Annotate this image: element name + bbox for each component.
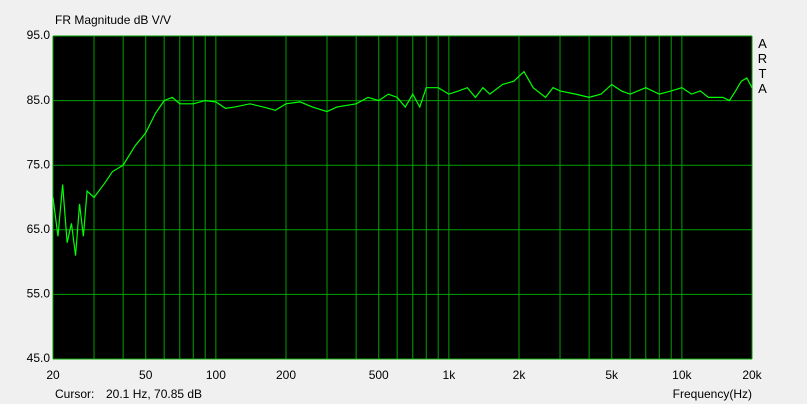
x-tick-label: 20 xyxy=(46,368,60,382)
x-axis-label: Frequency(Hz) xyxy=(673,387,752,401)
watermark: ARTA xyxy=(755,36,770,96)
cursor-value: 20.1 Hz, 70.85 dB xyxy=(106,387,202,401)
x-tick-label: 100 xyxy=(206,368,226,382)
y-tick-label: 95.0 xyxy=(27,28,51,42)
x-tick-label: 20k xyxy=(742,368,762,382)
x-tick-label: 10k xyxy=(672,368,692,382)
x-tick-label: 200 xyxy=(276,368,296,382)
y-tick-label: 55.0 xyxy=(27,287,51,301)
y-tick-label: 45.0 xyxy=(27,351,51,365)
y-tick-label: 75.0 xyxy=(27,157,51,171)
plot-area xyxy=(53,36,752,359)
fr-line xyxy=(52,70,753,256)
x-tick-label: 50 xyxy=(139,368,153,382)
y-tick-label: 65.0 xyxy=(27,222,51,236)
y-tick-label: 85.0 xyxy=(27,93,51,107)
x-tick-label: 1k xyxy=(443,368,457,382)
x-tick-label: 500 xyxy=(369,368,389,382)
x-tick-label: 5k xyxy=(605,368,619,382)
x-tick-label: 2k xyxy=(513,368,527,382)
chart-title: FR Magnitude dB V/V xyxy=(55,13,171,27)
cursor-label: Cursor: xyxy=(55,387,94,401)
